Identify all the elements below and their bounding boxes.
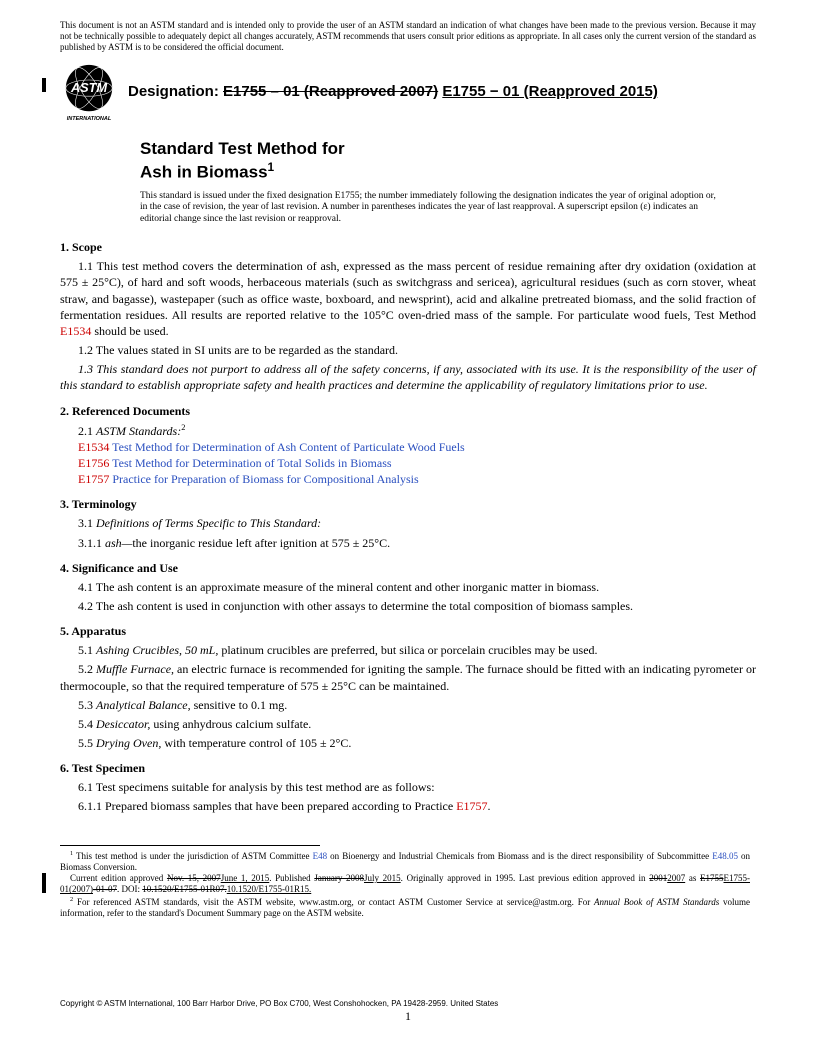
footnote-2: 2 For referenced ASTM standards, visit t…	[60, 896, 750, 920]
para-5-4: 5.4 Desiccator, using anhydrous calcium …	[60, 716, 756, 732]
designation-new: E1755 − 01 (Reapproved 2015)	[442, 83, 658, 100]
para-1-3: 1.3 This standard does not purport to ad…	[60, 361, 756, 393]
title-line2: Ash in Biomass	[140, 162, 268, 181]
ref-item-2: E1756 Test Method for Determination of T…	[78, 455, 756, 471]
section-1-head: 1. Scope	[60, 240, 756, 255]
para-5-3: 5.3 Analytical Balance, sensitive to 0.1…	[60, 697, 756, 713]
para-2-1: 2.1 ASTM Standards:2	[60, 422, 756, 439]
page-number: 1	[0, 1009, 816, 1024]
footnote-1: 1 This test method is under the jurisdic…	[60, 850, 750, 874]
designation-old: E1755 – 01 (Reapproved 2007)	[223, 83, 438, 100]
section-5-head: 5. Apparatus	[60, 624, 756, 639]
change-bar	[42, 78, 46, 92]
para-1-1: 1.1 This test method covers the determin…	[60, 258, 756, 339]
section-4-head: 4. Significance and Use	[60, 561, 756, 576]
svg-text:ASTM: ASTM	[70, 81, 108, 96]
para-5-1: 5.1 Ashing Crucibles, 50 mL, platinum cr…	[60, 642, 756, 658]
para-6-1-1: 6.1.1 Prepared biomass samples that have…	[60, 798, 756, 814]
section-2-head: 2. Referenced Documents	[60, 404, 756, 419]
title-sup: 1	[268, 160, 275, 174]
section-6-head: 6. Test Specimen	[60, 761, 756, 776]
logo-subtext: INTERNATIONAL	[60, 116, 118, 122]
footnote-change-bar	[42, 873, 46, 893]
para-6-1: 6.1 Test specimens suitable for analysis…	[60, 779, 756, 795]
title-line1: Standard Test Method for	[140, 139, 345, 158]
ref-e1534: E1534	[60, 324, 91, 338]
para-5-5: 5.5 Drying Oven, with temperature contro…	[60, 735, 756, 751]
para-1-2: 1.2 The values stated in SI units are to…	[60, 342, 756, 358]
section-3-head: 3. Terminology	[60, 497, 756, 512]
ref-item-3: E1757 Practice for Preparation of Biomas…	[78, 471, 756, 487]
designation-label: Designation:	[128, 83, 219, 100]
footnote-1b: Current edition approved Nov. 15, 2007Ju…	[60, 873, 750, 896]
issue-note: This standard is issued under the fixed …	[140, 191, 716, 227]
para-4-1: 4.1 The ash content is an approximate me…	[60, 579, 756, 595]
para-3-1-1: 3.1.1 ash—the inorganic residue left aft…	[60, 535, 756, 551]
astm-logo: ASTM INTERNATIONAL	[60, 62, 118, 120]
copyright: Copyright © ASTM International, 100 Barr…	[60, 999, 498, 1008]
para-5-2: 5.2 Muffle Furnace, an electric furnace …	[60, 661, 756, 693]
para-3-1: 3.1 Definitions of Terms Specific to Thi…	[60, 515, 756, 531]
title-block: Standard Test Method for Ash in Biomass1	[140, 138, 756, 182]
para-4-2: 4.2 The ash content is used in conjuncti…	[60, 598, 756, 614]
ref-item-1: E1534 Test Method for Determination of A…	[78, 439, 756, 455]
designation: Designation: E1755 – 01 (Reapproved 2007…	[128, 83, 658, 100]
disclaimer-text: This document is not an ASTM standard an…	[60, 20, 756, 52]
header-row: ASTM INTERNATIONAL Designation: E1755 – …	[60, 62, 756, 120]
